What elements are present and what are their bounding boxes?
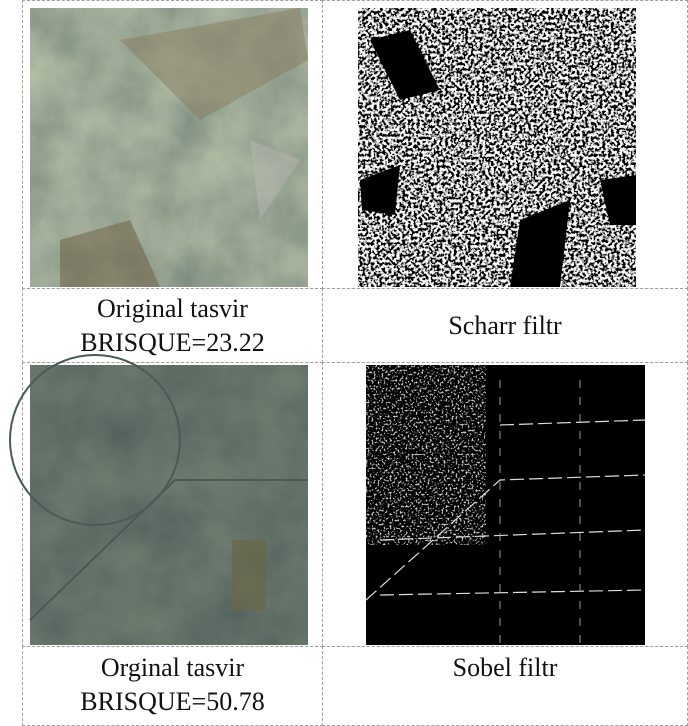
caption-line: BRISQUE=50.78 xyxy=(80,685,264,719)
table-cell xyxy=(322,362,688,647)
table-cell xyxy=(22,362,323,647)
table-cell: Orginal tasvir BRISQUE=50.78 xyxy=(22,646,323,726)
caption-line: Sobel filtr xyxy=(453,651,558,685)
table-cell xyxy=(22,0,323,289)
caption-line: Scharr filtr xyxy=(448,309,561,343)
table-cell: Sobel filtr xyxy=(322,646,688,726)
caption-line: Original tasvir xyxy=(97,292,248,326)
table-cell: Scharr filtr xyxy=(322,288,688,363)
table-cell: Original tasvir BRISQUE=23.22 xyxy=(22,288,323,363)
caption-line: Orginal tasvir xyxy=(101,651,244,685)
page: {"table": {"rows": [ [{"image": "origina… xyxy=(0,0,688,719)
caption-line: BRISQUE=23.22 xyxy=(80,326,264,360)
table-cell xyxy=(322,0,688,289)
